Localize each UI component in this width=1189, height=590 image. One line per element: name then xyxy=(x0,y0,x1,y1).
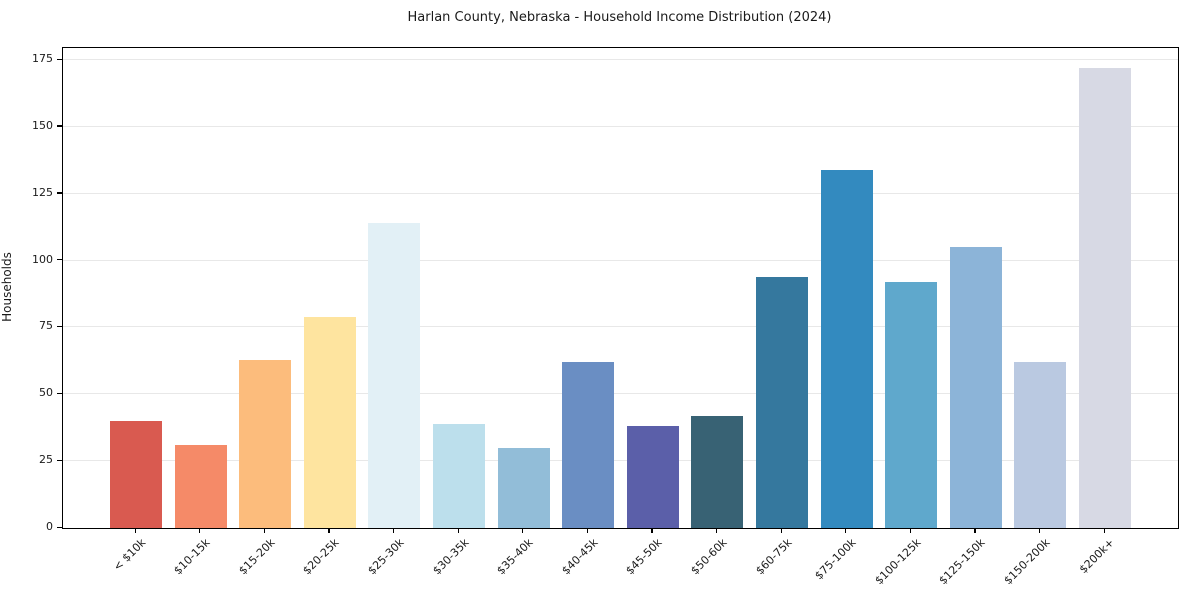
bar-$20-25k xyxy=(303,316,356,528)
bar-$75-100k xyxy=(820,169,873,528)
x-tick-label-text: $60-75k xyxy=(752,536,795,578)
bar-$125-150k xyxy=(949,247,1002,528)
x-tick-label-text: $20-25k xyxy=(300,536,342,578)
bar-$10-15k xyxy=(174,445,227,528)
x-tick-label-text: $35-40k xyxy=(494,536,536,578)
x-tick-mark-$25-30k xyxy=(392,528,395,534)
y-tick-label-50: 50 xyxy=(39,386,53,400)
y-tick-mark-75 xyxy=(57,325,62,328)
x-tick-mark-$35-40k xyxy=(522,528,524,534)
x-tick-mark-< $10k xyxy=(134,528,136,534)
bar-$30-35k xyxy=(433,423,485,528)
plot-area xyxy=(62,47,1179,529)
bar-$25-30k xyxy=(368,223,421,528)
x-tick-mark-$40-45k xyxy=(586,528,588,534)
bar-$200k+ xyxy=(1079,68,1131,528)
x-tick-label-text: $50-60k xyxy=(688,536,730,578)
x-tick-label-text: $25-30k xyxy=(365,536,407,578)
x-tick-label-text: $10-15k xyxy=(171,536,213,578)
y-axis-label: Households xyxy=(0,252,14,322)
y-tick-mark-0 xyxy=(57,526,62,528)
x-tick-mark-$50-60k xyxy=(715,528,718,534)
x-tick-label-text: < $10k xyxy=(110,536,149,574)
bar-$35-40k xyxy=(497,447,550,528)
bar-$60-75k xyxy=(756,276,808,528)
x-tick-label-text: $150-200k xyxy=(1001,536,1053,588)
bar-$100-125k xyxy=(885,281,938,528)
bar-$45-50k xyxy=(626,426,679,528)
x-tick-mark-$200k+ xyxy=(1103,528,1105,534)
chart-title: Harlan County, Nebraska - Household Inco… xyxy=(407,10,832,25)
x-tick-label-text: $30-35k xyxy=(429,536,472,578)
x-tick-mark-$75-100k xyxy=(845,528,847,534)
bar-$40-45k xyxy=(562,362,615,528)
x-tick-mark-$10-15k xyxy=(199,528,201,534)
x-tick-mark-$15-20k xyxy=(263,528,265,534)
grid-line-150 xyxy=(63,125,1178,127)
x-tick-label-text: $200k+ xyxy=(1077,536,1118,577)
x-tick-mark-$150-200k xyxy=(1038,528,1041,534)
x-tick-mark-$125-150k xyxy=(974,528,976,534)
grid-line-175 xyxy=(63,59,1178,60)
y-tick-mark-50 xyxy=(57,392,62,395)
x-tick-label-text: $15-20k xyxy=(236,536,278,578)
grid-line-100 xyxy=(63,259,1178,261)
x-tick-mark-$30-35k xyxy=(457,528,459,534)
x-tick-label-text: $125-150k xyxy=(936,536,988,588)
grid-line-25 xyxy=(63,460,1178,462)
x-tick-label-text: $45-50k xyxy=(623,536,665,578)
y-tick-mark-125 xyxy=(57,192,62,194)
x-tick-label-text: $40-45k xyxy=(559,536,601,578)
y-tick-label-125: 125 xyxy=(32,185,53,199)
y-tick-mark-100 xyxy=(57,259,62,261)
x-tick-mark-$100-125k xyxy=(909,528,911,534)
bar-$15-20k xyxy=(239,359,292,528)
x-tick-label-text: $75-100k xyxy=(812,536,859,583)
x-tick-mark-$45-50k xyxy=(651,528,653,534)
y-tick-mark-175 xyxy=(57,58,62,60)
bar-< $10k xyxy=(110,421,162,528)
y-tick-label-75: 75 xyxy=(39,319,53,333)
x-tick-mark-$60-75k xyxy=(780,528,782,534)
y-tick-label-0: 0 xyxy=(46,520,53,533)
x-tick-mark-$20-25k xyxy=(328,528,330,534)
y-tick-label-25: 25 xyxy=(39,453,53,467)
bar-$50-60k xyxy=(691,415,744,528)
y-tick-label-175: 175 xyxy=(32,52,53,65)
y-tick-mark-150 xyxy=(57,125,62,127)
grid-line-125 xyxy=(63,192,1178,194)
y-tick-label-150: 150 xyxy=(32,118,53,132)
bar-$150-200k xyxy=(1014,362,1067,528)
y-tick-label-100: 100 xyxy=(32,252,53,266)
grid-line-50 xyxy=(63,393,1178,395)
x-tick-label-text: $100-125k xyxy=(872,536,924,588)
y-tick-mark-25 xyxy=(57,459,62,461)
grid-line-75 xyxy=(63,326,1178,328)
